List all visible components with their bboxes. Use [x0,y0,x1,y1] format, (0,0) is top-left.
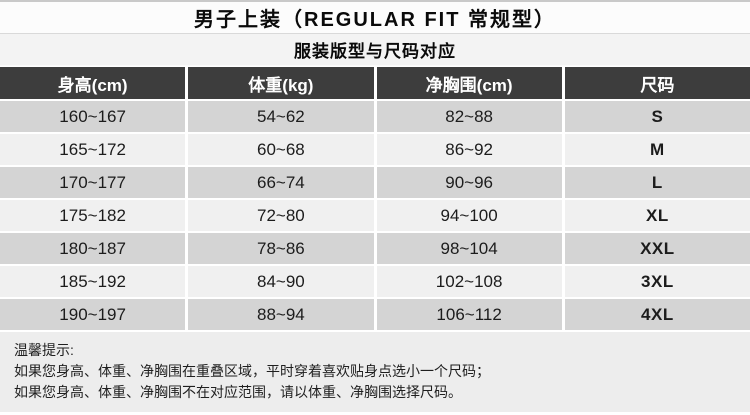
cell-weight: 88~94 [188,299,374,330]
cell-size: XXL [564,233,750,264]
cell-height: 190~197 [0,299,186,330]
cell-height: 180~187 [0,233,186,264]
cell-chest: 90~96 [376,167,562,198]
cell-chest: 86~92 [376,134,562,165]
cell-chest: 102~108 [376,266,562,297]
cell-height: 175~182 [0,200,186,231]
cell-size: M [564,134,750,165]
tips-line-1: 如果您身高、体重、净胸围在重叠区域，平时穿着喜欢贴身点选小一个尺码； [14,363,490,379]
cell-height: 160~167 [0,101,186,132]
cell-weight: 72~80 [188,200,374,231]
cell-chest: 106~112 [376,299,562,330]
cell-height: 165~172 [0,134,186,165]
column-header-height: 身高(cm) [0,67,186,99]
subtitle-bar: 服装版型与尺码对应 [0,34,750,66]
cell-size: XL [564,200,750,231]
cell-weight: 66~74 [188,167,374,198]
cell-size: L [564,167,750,198]
cell-weight: 84~90 [188,266,374,297]
cell-size: 4XL [564,299,750,330]
page-title: 男子上装（REGULAR FIT 常规型） [194,9,556,31]
tips-line-2: 如果您身高、体重、净胸围不在对应范围，请以体重、净胸围选择尺码。 [14,384,462,400]
column-header-chest: 净胸围(cm) [376,67,562,99]
tips-heading: 温馨提示: [14,342,74,358]
column-header-weight: 体重(kg) [188,67,374,99]
cell-weight: 60~68 [188,134,374,165]
title-bar: 男子上装（REGULAR FIT 常规型） [0,0,750,34]
cell-chest: 98~104 [376,233,562,264]
table-caption: 服装版型与尺码对应 [294,42,456,61]
cell-height: 185~192 [0,266,186,297]
cell-weight: 78~86 [188,233,374,264]
cell-size: 3XL [564,266,750,297]
cell-weight: 54~62 [188,101,374,132]
column-header-size: 尺码 [564,67,750,99]
cell-chest: 94~100 [376,200,562,231]
cell-height: 170~177 [0,167,186,198]
size-table: 身高(cm) 体重(kg) 净胸围(cm) 尺码 160~167 54~62 8… [0,66,750,330]
tips-section: 温馨提示: 如果您身高、体重、净胸围在重叠区域，平时穿着喜欢贴身点选小一个尺码；… [0,332,750,412]
cell-chest: 82~88 [376,101,562,132]
cell-size: S [564,101,750,132]
